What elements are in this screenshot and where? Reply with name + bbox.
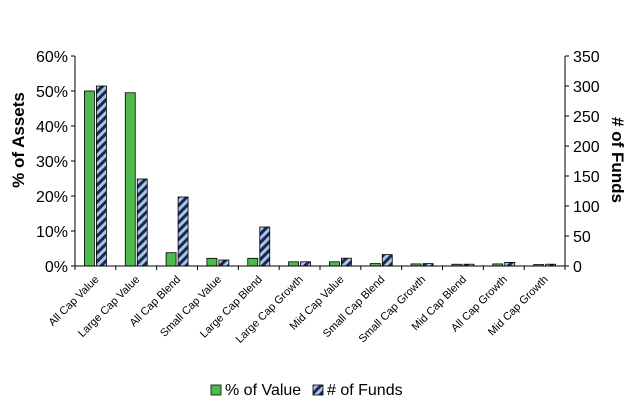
left-tick-label: 50% bbox=[36, 84, 68, 101]
bar-value-2 bbox=[165, 252, 177, 267]
left-tick-label: 60% bbox=[36, 49, 68, 66]
bar-value-6 bbox=[329, 261, 340, 267]
right-tick-label: 0 bbox=[573, 259, 582, 276]
bar-funds-2 bbox=[177, 196, 189, 267]
left-axis-title: % of Assets bbox=[9, 92, 28, 188]
bar-funds-3 bbox=[218, 259, 230, 267]
legend-swatch-funds bbox=[312, 384, 324, 396]
left-axis-ticks: 0% 10% 20% 30% 40% 50% 60% bbox=[36, 49, 75, 276]
bar-funds-5 bbox=[300, 261, 311, 267]
right-tick-label: 250 bbox=[573, 109, 600, 126]
right-tick-label: 350 bbox=[573, 49, 600, 66]
bar-funds-10 bbox=[504, 261, 516, 267]
bar-funds-0 bbox=[96, 85, 107, 267]
right-tick-label: 100 bbox=[573, 199, 600, 216]
right-tick-label: 150 bbox=[573, 169, 600, 186]
legend-label-value: % of Value bbox=[225, 382, 301, 399]
left-tick-label: 20% bbox=[36, 189, 68, 206]
bar-funds-7 bbox=[381, 254, 393, 267]
right-tick-label: 200 bbox=[573, 139, 600, 156]
bar-value-4 bbox=[247, 257, 259, 267]
left-tick-label: 10% bbox=[36, 224, 68, 241]
bar-funds-6 bbox=[341, 257, 352, 267]
bar-funds-1 bbox=[136, 178, 148, 267]
bar-funds-4 bbox=[259, 226, 271, 267]
bar-value-3 bbox=[206, 257, 218, 267]
legend-label-funds: # of Funds bbox=[327, 382, 403, 399]
right-axis-ticks: 0 50 100 150 200 250 300 350 bbox=[565, 49, 600, 276]
left-tick-label: 30% bbox=[36, 154, 68, 171]
legend-swatch-value bbox=[210, 384, 222, 396]
bars-group bbox=[74, 85, 566, 270]
left-tick-label: 40% bbox=[36, 119, 68, 136]
left-tick-label: 0% bbox=[45, 259, 68, 276]
bar-value-0 bbox=[84, 90, 95, 267]
right-tick-label: 50 bbox=[573, 229, 591, 246]
bar-value-1 bbox=[124, 92, 136, 267]
legend: % of Value # of Funds bbox=[210, 382, 403, 399]
right-axis-title: # of Funds bbox=[608, 117, 627, 203]
right-tick-label: 300 bbox=[573, 79, 600, 96]
bar-value-5 bbox=[288, 261, 299, 267]
